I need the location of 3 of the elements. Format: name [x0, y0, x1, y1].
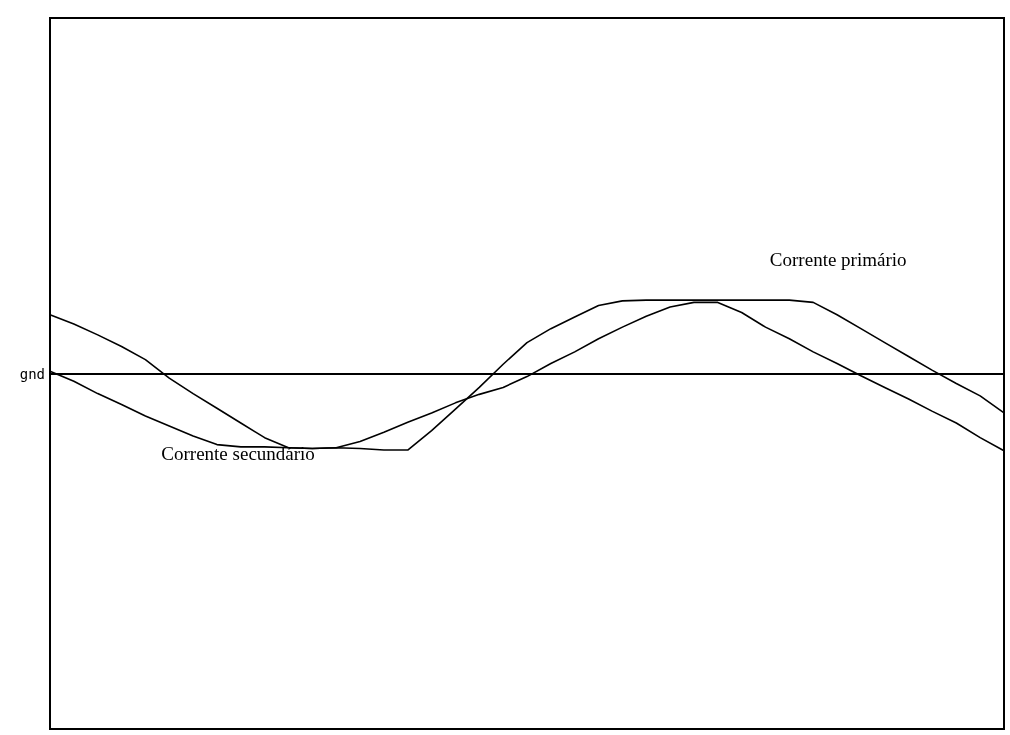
series-label: Corrente primário [769, 249, 907, 271]
ref-line-label: gnd [19, 365, 45, 382]
series-label: Corrente secundário [161, 443, 315, 465]
